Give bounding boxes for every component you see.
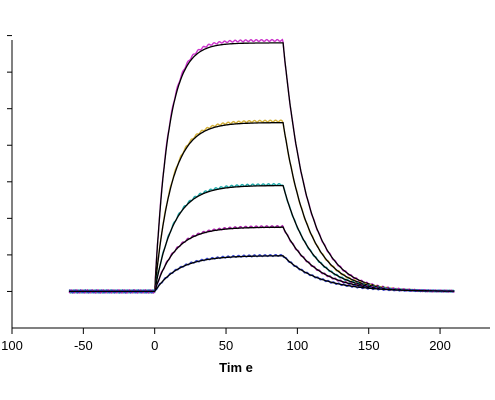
x-tick-label-2: 0 [151, 338, 158, 353]
series-3-data-line [68, 182, 455, 294]
x-tick-label-3: 50 [219, 338, 233, 353]
x-tick-label-5: 150 [358, 338, 380, 353]
x-tick-label-6: 200 [429, 338, 451, 353]
series-1-fit-line [69, 42, 455, 293]
series-1-data-line [68, 38, 455, 294]
series-4-fit-line [69, 226, 455, 293]
x-tick-label-1: -50 [74, 338, 93, 353]
series-5-data-line [68, 253, 455, 294]
plot-area [68, 38, 455, 294]
x-tick-label-0: 100 [1, 338, 23, 353]
series-5-fit-line [69, 255, 455, 293]
series-4-data-line [68, 224, 455, 294]
x-axis-title: Tim e [219, 360, 253, 375]
series-3-fit-line [69, 184, 455, 293]
y-axis-ticks [7, 35, 12, 292]
series-2-fit-line [69, 122, 455, 293]
x-axis-ticks: 100 -50 0 50 100 150 200 [1, 328, 451, 353]
x-tick-label-4: 100 [287, 338, 309, 353]
series-2-data-line [68, 119, 455, 294]
